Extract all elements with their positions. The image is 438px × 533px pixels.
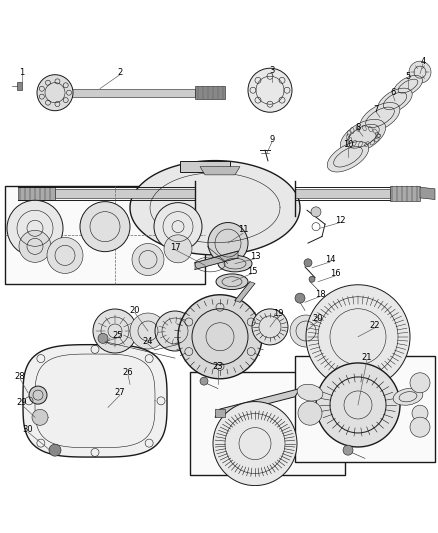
Polygon shape <box>215 409 225 417</box>
Text: 9: 9 <box>269 135 275 144</box>
Polygon shape <box>390 185 420 201</box>
Circle shape <box>213 401 297 486</box>
Circle shape <box>311 207 321 217</box>
Polygon shape <box>18 187 55 199</box>
Circle shape <box>410 417 430 437</box>
Text: 23: 23 <box>213 362 223 371</box>
Text: 11: 11 <box>238 225 248 235</box>
Circle shape <box>164 235 192 263</box>
Text: 25: 25 <box>113 330 123 340</box>
Text: 14: 14 <box>325 255 335 264</box>
Circle shape <box>409 61 431 83</box>
Polygon shape <box>420 187 435 199</box>
Circle shape <box>154 203 202 251</box>
Ellipse shape <box>218 255 252 272</box>
Circle shape <box>98 334 108 343</box>
Circle shape <box>155 311 195 351</box>
Text: 16: 16 <box>330 269 340 278</box>
Text: 27: 27 <box>115 388 125 397</box>
Bar <box>5 185 205 284</box>
Circle shape <box>412 405 428 421</box>
Text: 29: 29 <box>17 398 27 407</box>
Polygon shape <box>200 167 240 175</box>
Text: 5: 5 <box>406 72 411 81</box>
Circle shape <box>132 244 164 276</box>
Circle shape <box>298 401 322 425</box>
Ellipse shape <box>378 88 412 114</box>
Ellipse shape <box>208 223 248 264</box>
Ellipse shape <box>360 102 400 132</box>
Circle shape <box>47 237 83 273</box>
Text: 19: 19 <box>273 309 283 318</box>
Text: 13: 13 <box>250 252 260 261</box>
Text: 3: 3 <box>269 66 275 75</box>
Text: 22: 22 <box>370 321 380 330</box>
Text: 30: 30 <box>23 425 33 434</box>
Text: 2: 2 <box>117 68 123 77</box>
Circle shape <box>304 259 312 267</box>
Polygon shape <box>42 366 158 452</box>
Ellipse shape <box>393 388 423 405</box>
Text: 6: 6 <box>390 88 396 97</box>
Bar <box>295 356 435 463</box>
Polygon shape <box>215 389 300 417</box>
Polygon shape <box>195 251 238 269</box>
Circle shape <box>306 285 410 389</box>
Circle shape <box>80 201 130 252</box>
Text: 24: 24 <box>143 337 153 346</box>
Circle shape <box>343 445 353 455</box>
Circle shape <box>37 75 73 111</box>
Ellipse shape <box>340 119 385 153</box>
Circle shape <box>130 313 166 349</box>
Polygon shape <box>17 82 22 90</box>
Text: 28: 28 <box>15 372 25 381</box>
Polygon shape <box>23 345 167 457</box>
Circle shape <box>252 309 288 345</box>
Text: 17: 17 <box>170 243 180 252</box>
Polygon shape <box>180 161 230 172</box>
Text: 1: 1 <box>19 68 25 77</box>
Ellipse shape <box>297 384 323 401</box>
Polygon shape <box>130 160 300 255</box>
Text: 21: 21 <box>362 353 372 362</box>
Text: 18: 18 <box>314 289 325 298</box>
Text: 10: 10 <box>343 140 353 149</box>
Circle shape <box>295 293 305 303</box>
Text: 26: 26 <box>123 368 133 377</box>
Ellipse shape <box>216 274 248 289</box>
Ellipse shape <box>327 142 369 172</box>
Circle shape <box>7 200 63 256</box>
Circle shape <box>32 409 48 425</box>
Circle shape <box>309 276 315 282</box>
Polygon shape <box>55 189 195 198</box>
Circle shape <box>200 377 208 385</box>
Text: 15: 15 <box>247 266 257 276</box>
Circle shape <box>29 386 47 404</box>
Polygon shape <box>55 88 195 97</box>
Text: 20: 20 <box>313 314 323 323</box>
Circle shape <box>49 444 61 456</box>
Polygon shape <box>295 189 390 198</box>
Circle shape <box>290 315 322 347</box>
Bar <box>190 372 345 475</box>
Circle shape <box>19 230 51 262</box>
Text: 4: 4 <box>420 57 426 66</box>
Circle shape <box>178 295 262 379</box>
Polygon shape <box>195 86 225 99</box>
Circle shape <box>410 373 430 393</box>
Polygon shape <box>235 282 255 302</box>
Text: 7: 7 <box>373 104 379 114</box>
Circle shape <box>93 309 137 353</box>
Circle shape <box>248 68 292 112</box>
Circle shape <box>316 363 400 447</box>
Text: 12: 12 <box>335 215 345 224</box>
Text: 20: 20 <box>130 306 140 315</box>
Text: 8: 8 <box>355 123 360 132</box>
Ellipse shape <box>394 75 423 97</box>
